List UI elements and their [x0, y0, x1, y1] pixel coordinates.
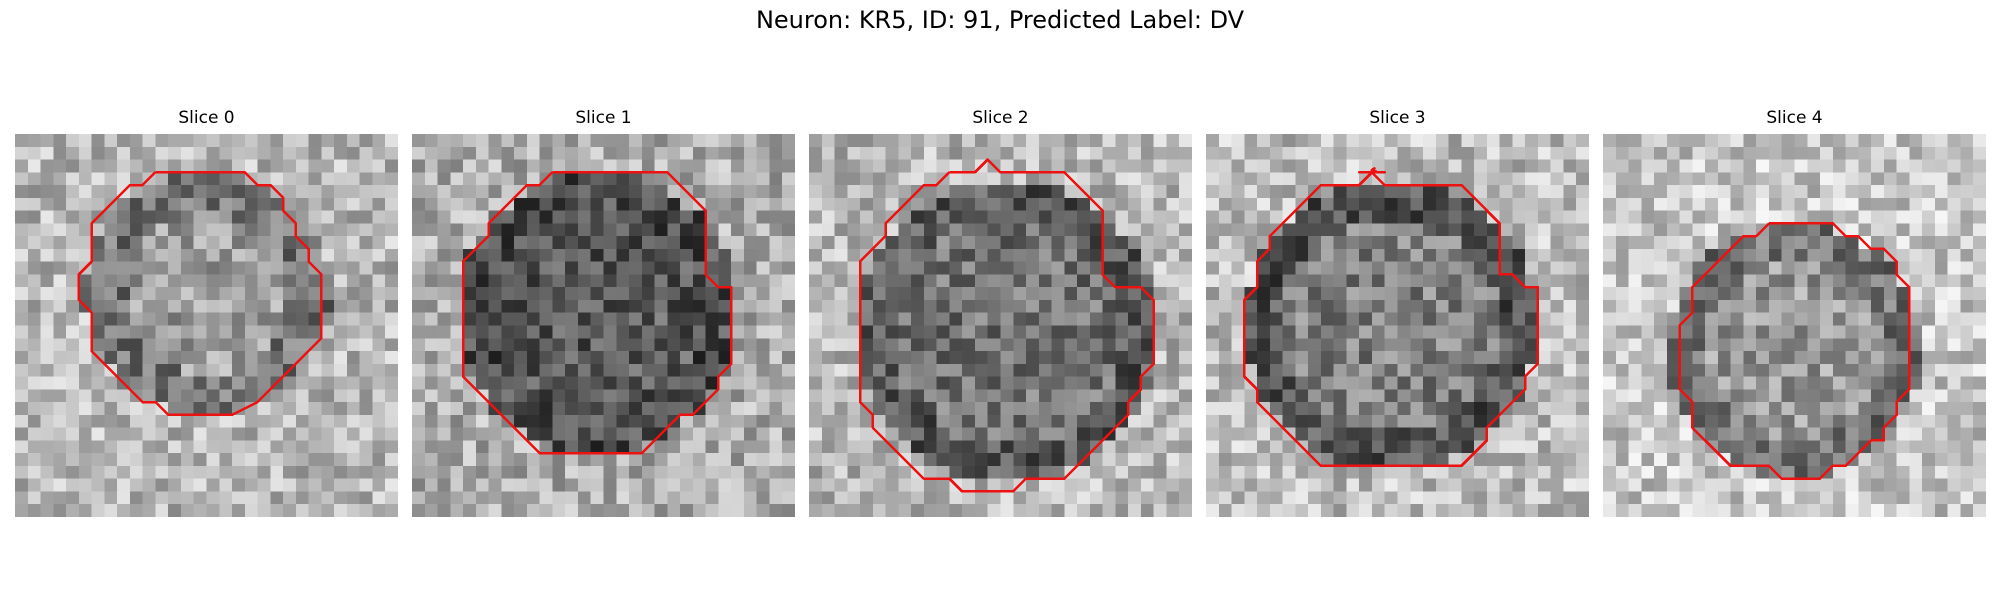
slice-panel-1: Slice 1 — [412, 108, 795, 538]
slice-image-4 — [1603, 134, 1986, 517]
slice-panel-2: Slice 2 — [809, 108, 1192, 538]
slice-panel-3: Slice 3 — [1206, 108, 1589, 538]
slice-image-0 — [15, 134, 398, 517]
contour-4 — [1680, 223, 1910, 478]
contour-3 — [1244, 168, 1538, 465]
slice-image-2 — [809, 134, 1192, 517]
slice-pixels-3 — [1206, 134, 1589, 517]
slice-pixels-2 — [809, 134, 1192, 517]
slice-title-2: Slice 2 — [972, 108, 1029, 128]
slice-pixels-0 — [15, 134, 398, 517]
slice-title-4: Slice 4 — [1766, 108, 1823, 128]
slice-image-3 — [1206, 134, 1589, 517]
slice-image-1 — [412, 134, 795, 517]
slice-panel-4: Slice 4 — [1603, 108, 1986, 538]
contour-1 — [463, 172, 731, 453]
contour-0 — [79, 172, 322, 415]
slice-pixels-4 — [1603, 134, 1986, 517]
contour-2 — [860, 160, 1154, 492]
slice-pixels-1 — [412, 134, 795, 517]
slice-title-3: Slice 3 — [1369, 108, 1426, 128]
slice-title-1: Slice 1 — [575, 108, 632, 128]
slice-title-0: Slice 0 — [178, 108, 235, 128]
figure-title: Neuron: KR5, ID: 91, Predicted Label: DV — [755, 6, 1245, 34]
slice-panel-0: Slice 0 — [15, 108, 398, 538]
